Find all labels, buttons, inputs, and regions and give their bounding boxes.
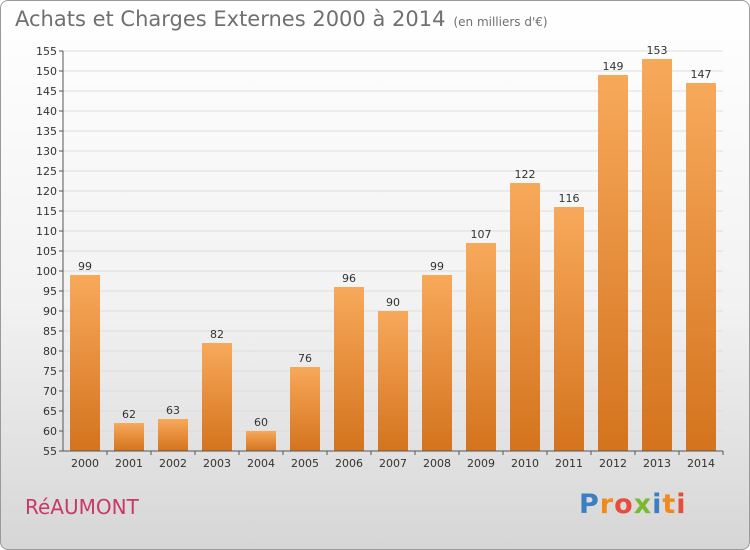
x-tick-label-2006: 2006: [335, 457, 363, 470]
value-label-2001: 62: [122, 408, 136, 421]
labels-layer: 99 62 63 82 60 76 96 90 99 107 122 116 149 153 147: [78, 44, 712, 429]
value-label-2007: 90: [386, 296, 400, 309]
x-tick-label-2002: 2002: [159, 457, 187, 470]
y-tick-label: 60: [43, 425, 57, 438]
x-tick-label-2011: 2011: [555, 457, 583, 470]
bar-2000: [70, 275, 100, 451]
bar-2003: [202, 343, 232, 451]
logo-letter: r: [599, 489, 615, 520]
y-tick-label: 155: [36, 45, 57, 58]
x-tick-label-2000: 2000: [71, 457, 99, 470]
x-tick-label-2013: 2013: [643, 457, 671, 470]
value-label-2014: 147: [691, 68, 712, 81]
y-tick-label: 120: [36, 185, 57, 198]
x-tick-label-2003: 2003: [203, 457, 231, 470]
y-tick-label: 140: [36, 105, 57, 118]
y-tick-label: 130: [36, 145, 57, 158]
commune-name: RéAUMONT: [25, 495, 139, 519]
bar-2008: [422, 275, 452, 451]
bar-2013: [642, 59, 672, 451]
y-tick-label: 145: [36, 85, 57, 98]
bar-2009: [466, 243, 496, 451]
x-tick-label-2004: 2004: [247, 457, 275, 470]
y-tick-label: 70: [43, 385, 57, 398]
bar-2006: [334, 287, 364, 451]
y-tick-label: 135: [36, 125, 57, 138]
y-tick-label: 100: [36, 265, 57, 278]
y-tick-label: 55: [43, 445, 57, 458]
x-tick-label-2010: 2010: [511, 457, 539, 470]
bar-2005: [290, 367, 320, 451]
x-tick-label-2005: 2005: [291, 457, 319, 470]
chart-unit-label: (en milliers d'€): [453, 15, 548, 29]
axis-layer: 55 60 65 70 75 80 85 90 95 100 105 110 115 120 125 130 1…: [36, 45, 724, 470]
bar-2012: [598, 75, 628, 451]
bar-2001: [114, 423, 144, 451]
value-label-2008: 99: [430, 260, 444, 273]
y-tick-label: 75: [43, 365, 57, 378]
value-label-2010: 122: [515, 168, 536, 181]
y-tick-label: 110: [36, 225, 57, 238]
bar-2004: [246, 431, 276, 451]
value-label-2011: 116: [559, 192, 580, 205]
value-label-2003: 82: [210, 328, 224, 341]
x-tick-label-2008: 2008: [423, 457, 451, 470]
bar-2002: [158, 419, 188, 451]
logo-letter: o: [614, 489, 634, 520]
bars-layer: [70, 59, 716, 451]
x-tick-label-2001: 2001: [115, 457, 143, 470]
logo-letter: i: [652, 489, 663, 520]
bar-2011: [554, 207, 584, 451]
y-tick-label: 125: [36, 165, 57, 178]
bar-2010: [510, 183, 540, 451]
y-tick-label: 90: [43, 305, 57, 318]
chart-title-text: Achats et Charges Externes 2000 à 2014: [15, 7, 446, 31]
bar-2007: [378, 311, 408, 451]
logo-letter: t: [662, 489, 677, 520]
logo-letter: P: [579, 489, 600, 520]
logo-letter: i: [676, 489, 687, 520]
value-label-2013: 153: [647, 44, 668, 57]
proxiti-logo: Proxiti: [579, 489, 687, 520]
y-tick-label: 150: [36, 65, 57, 78]
y-tick-label: 80: [43, 345, 57, 358]
y-tick-label: 95: [43, 285, 57, 298]
y-tick-label: 105: [36, 245, 57, 258]
value-label-2004: 60: [254, 416, 268, 429]
y-tick-label: 65: [43, 405, 57, 418]
x-tick-label-2014: 2014: [687, 457, 715, 470]
y-tick-label: 115: [36, 205, 57, 218]
value-label-2006: 96: [342, 272, 356, 285]
chart-title: Achats et Charges Externes 2000 à 2014 (e…: [15, 7, 548, 31]
logo-letter: x: [633, 489, 653, 520]
value-label-2009: 107: [471, 228, 492, 241]
x-tick-label-2009: 2009: [467, 457, 495, 470]
value-label-2005: 76: [298, 352, 312, 365]
value-label-2002: 63: [166, 404, 180, 417]
bar-2014: [686, 83, 716, 451]
x-tick-label-2007: 2007: [379, 457, 407, 470]
x-tick-label-2012: 2012: [599, 457, 627, 470]
value-label-2012: 149: [603, 60, 624, 73]
y-tick-label: 85: [43, 325, 57, 338]
value-label-2000: 99: [78, 260, 92, 273]
